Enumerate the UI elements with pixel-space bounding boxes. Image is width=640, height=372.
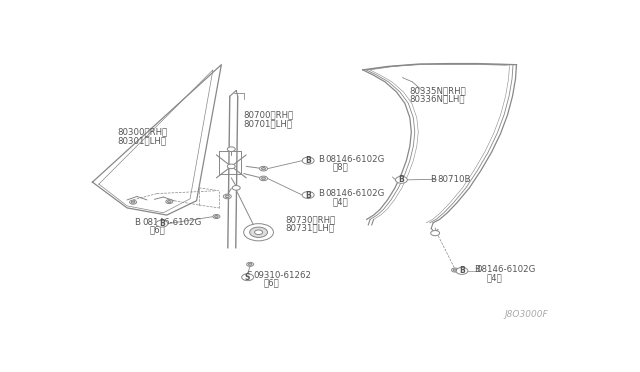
Circle shape xyxy=(396,176,408,183)
Circle shape xyxy=(456,267,468,275)
Text: J8O3000F: J8O3000F xyxy=(504,310,548,319)
Text: （6）: （6） xyxy=(150,226,165,235)
Text: （8）: （8） xyxy=(333,163,349,172)
Circle shape xyxy=(246,262,253,266)
Text: 09310-61262: 09310-61262 xyxy=(253,271,312,280)
Text: 80701（LH）: 80701（LH） xyxy=(244,119,292,128)
Circle shape xyxy=(214,215,218,218)
Circle shape xyxy=(262,177,266,180)
Circle shape xyxy=(223,194,231,199)
Circle shape xyxy=(453,269,457,271)
Circle shape xyxy=(250,227,268,237)
Text: 80301（LH）: 80301（LH） xyxy=(117,136,166,145)
Text: 80700（RH）: 80700（RH） xyxy=(244,110,294,119)
Circle shape xyxy=(248,263,252,265)
Circle shape xyxy=(302,192,314,198)
Text: 08146-6102G: 08146-6102G xyxy=(477,265,536,274)
Text: S: S xyxy=(245,273,250,282)
Circle shape xyxy=(156,220,168,227)
Text: 08146-6102G: 08146-6102G xyxy=(142,218,202,227)
Text: （4）: （4） xyxy=(486,273,502,282)
Circle shape xyxy=(260,176,268,181)
Text: 80335N（RH）: 80335N（RH） xyxy=(410,86,467,95)
Circle shape xyxy=(232,186,240,190)
Circle shape xyxy=(166,200,173,203)
Text: B: B xyxy=(159,219,164,228)
Text: B: B xyxy=(305,190,311,199)
Text: 08146-6102G: 08146-6102G xyxy=(326,155,385,164)
Text: 80336N（LH）: 80336N（LH） xyxy=(410,94,465,103)
Circle shape xyxy=(302,157,314,164)
Circle shape xyxy=(451,268,458,272)
Circle shape xyxy=(255,230,262,235)
Circle shape xyxy=(227,147,236,151)
Text: B: B xyxy=(399,175,404,185)
Text: B: B xyxy=(474,265,480,274)
Text: B: B xyxy=(305,156,311,165)
Circle shape xyxy=(244,224,273,241)
Circle shape xyxy=(213,215,220,218)
Text: B: B xyxy=(134,218,141,227)
Text: B: B xyxy=(429,175,436,184)
Text: 08146-6102G: 08146-6102G xyxy=(326,189,385,198)
Circle shape xyxy=(262,167,266,170)
Text: 80731（LH）: 80731（LH） xyxy=(286,223,335,232)
Text: B: B xyxy=(318,155,324,164)
Text: 80710B: 80710B xyxy=(437,175,470,184)
Circle shape xyxy=(260,166,268,171)
Circle shape xyxy=(227,164,236,169)
Circle shape xyxy=(129,200,136,204)
Text: （4）: （4） xyxy=(333,197,349,206)
Circle shape xyxy=(225,195,229,198)
Circle shape xyxy=(242,274,253,280)
Text: 80730（RH）: 80730（RH） xyxy=(286,215,336,224)
Text: B: B xyxy=(459,266,465,275)
Text: 80300（RH）: 80300（RH） xyxy=(117,128,168,137)
Text: （6）: （6） xyxy=(264,279,279,288)
Text: B: B xyxy=(318,189,324,198)
Text: S: S xyxy=(246,271,252,280)
Circle shape xyxy=(431,231,440,236)
Circle shape xyxy=(168,201,171,203)
Circle shape xyxy=(131,201,135,203)
